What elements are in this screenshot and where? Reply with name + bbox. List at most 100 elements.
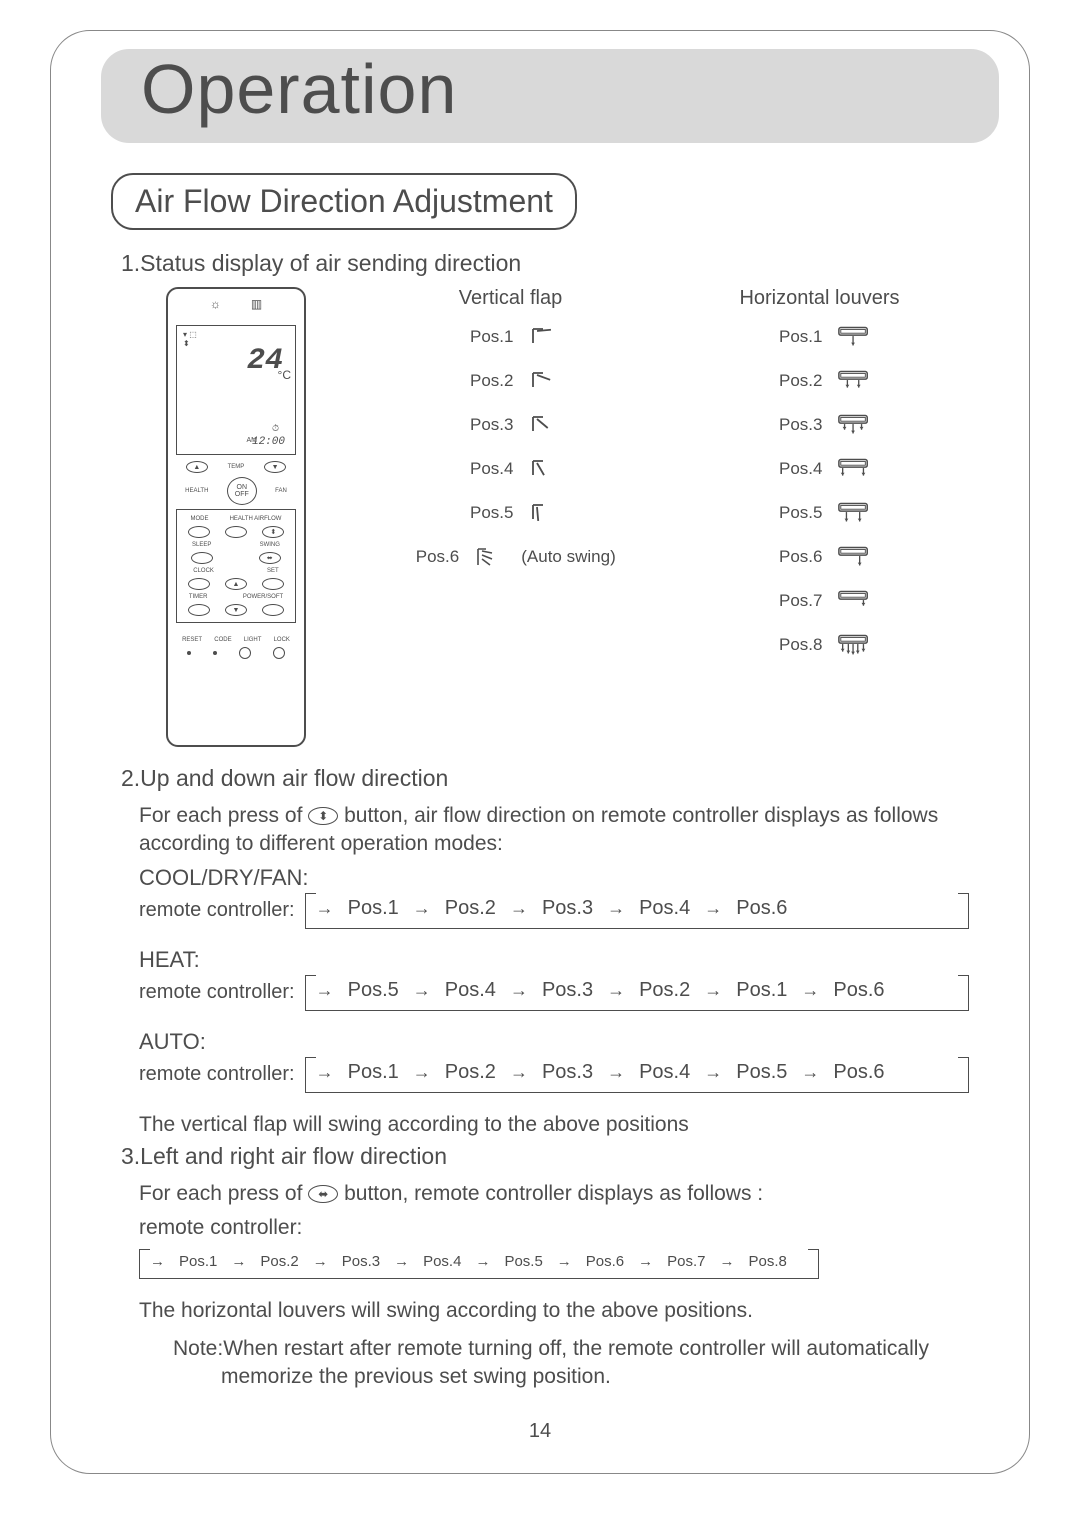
arrow-icon: → <box>316 980 334 1001</box>
cool-seq-box: →Pos.1→Pos.2→Pos.3→Pos.4→Pos.6 <box>305 893 969 929</box>
status-display-row: ☼ ▥ ▾ ⬚⬍ 24 °C ⏱ AM 12:00 ▲TEMP▼ HEALTHO… <box>121 287 969 747</box>
seq-pos: Pos.3 <box>542 979 593 1002</box>
s2-intro-a: For each press of <box>139 804 308 827</box>
remote-powersoft-label: POWER/SOFT <box>243 594 283 600</box>
arrow-icon: → <box>704 898 722 919</box>
seq-pos: Pos.6 <box>833 979 884 1002</box>
note-text: Note:When restart after remote turning o… <box>129 1335 969 1392</box>
hlouv-title: Horizontal louvers <box>670 287 969 310</box>
cool-sequence: COOL/DRY/FAN: remote controller: → Pos.1 →… <box>139 865 969 929</box>
remote-clock-label: CLOCK <box>193 568 214 574</box>
hlouv-pos-label: Pos.6 <box>769 547 823 567</box>
arrow-icon: → <box>313 1253 328 1270</box>
remote-reset-label: RESET <box>182 637 202 643</box>
section2-heading: 2.Up and down air flow direction <box>121 765 969 792</box>
hlouv-row: Pos.1 <box>670 324 969 350</box>
hlouv-pos-icon <box>837 544 871 570</box>
arrow-icon: → <box>704 980 722 1001</box>
hlouv-row: Pos.5 <box>670 500 969 526</box>
auto-seq-box: →Pos.1→Pos.2→Pos.3→Pos.4→Pos.5→Pos.6 <box>305 1057 969 1093</box>
hlouv-pos-label: Pos.5 <box>769 503 823 523</box>
page-title: Operation <box>141 49 969 129</box>
vflap-pos-label: Pos.4 <box>460 459 514 479</box>
arrow-icon: → <box>413 1062 431 1083</box>
remote-column: ☼ ▥ ▾ ⬚⬍ 24 °C ⏱ AM 12:00 ▲TEMP▼ HEALTHO… <box>121 287 351 747</box>
section3-heading: 3.Left and right air flow direction <box>121 1143 969 1170</box>
horizontal-louvers-column: Horizontal louvers Pos.1 Pos.2 Pos.3 Pos.4 P… <box>670 287 969 747</box>
hlouv-row: Pos.3 <box>670 412 969 438</box>
arrow-icon: → <box>720 1253 735 1270</box>
seq-pos: Pos.1 <box>348 897 399 920</box>
leftright-button-icon: ⬌ <box>308 1185 338 1203</box>
seq-pos: Pos.3 <box>542 1061 593 1084</box>
s3-prefix: remote controller: <box>139 1214 969 1242</box>
updown-button-icon: ⬍ <box>308 807 338 825</box>
s3-intro-b: button, remote controller displays as fo… <box>344 1182 763 1205</box>
remote-health-label: HEALTH <box>185 488 208 494</box>
arrow-icon: → <box>413 980 431 1001</box>
remote-buttons: ▲TEMP▼ HEALTHONOFFFAN MODEHEALTH AIRFLOW… <box>176 461 296 659</box>
seq-pos: Pos.3 <box>542 897 593 920</box>
arrow-icon: → <box>557 1253 572 1270</box>
arrow-icon: → <box>475 1253 490 1270</box>
section2-tail: The vertical flap will swing according t… <box>139 1111 969 1139</box>
hlouv-pos-icon <box>837 324 871 350</box>
subtitle-text: Air Flow Direction Adjustment <box>135 183 553 219</box>
seq-pos: Pos.6 <box>736 897 787 920</box>
remote-set-label: SET <box>267 568 279 574</box>
seq-pos: Pos.4 <box>445 979 496 1002</box>
vflap-row: Pos.1 <box>361 324 660 350</box>
arrow-icon: → <box>801 1062 819 1083</box>
vflap-pos-icon <box>473 544 507 570</box>
seq-pos: Pos.2 <box>639 979 690 1002</box>
vflap-row: Pos.5 <box>361 500 660 526</box>
cool-label: COOL/DRY/FAN: <box>139 865 969 891</box>
heat-seq-box: →Pos.5→Pos.4→Pos.3→Pos.2→Pos.1→Pos.6 <box>305 975 969 1011</box>
hlouv-pos-label: Pos.4 <box>769 459 823 479</box>
seq-pos: Pos.7 <box>667 1253 705 1270</box>
cool-prefix: remote controller: <box>139 899 295 922</box>
remote-controller-diagram: ☼ ▥ ▾ ⬚⬍ 24 °C ⏱ AM 12:00 ▲TEMP▼ HEALTHO… <box>166 287 306 747</box>
remote-sleep-label: SLEEP <box>192 542 211 548</box>
lr-seq-box: →Pos.1→Pos.2→Pos.3→Pos.4→Pos.5→Pos.6→Pos… <box>139 1249 819 1279</box>
hlouv-row: Pos.4 <box>670 456 969 482</box>
remote-health-airflow-label: HEALTH AIRFLOW <box>230 516 282 522</box>
heat-prefix: remote controller: <box>139 981 295 1004</box>
remote-screen: ▾ ⬚⬍ 24 °C ⏱ AM 12:00 <box>176 325 296 455</box>
vflap-pos-icon <box>528 368 562 394</box>
subtitle-box: Air Flow Direction Adjustment <box>111 173 577 230</box>
content: 1.Status display of air sending directio… <box>51 250 1029 1392</box>
vflap-pos-label: Pos.5 <box>460 503 514 523</box>
seq-pos: Pos.2 <box>260 1253 298 1270</box>
seq-pos: Pos.3 <box>342 1253 380 1270</box>
hlouv-row: Pos.2 <box>670 368 969 394</box>
vflap-pos-label: Pos.1 <box>460 327 514 347</box>
page-number: 14 <box>51 1420 1029 1443</box>
vflap-list: Pos.1Pos.2Pos.3Pos.4Pos.5Pos.6(Auto swin… <box>361 324 660 570</box>
vflap-pos-icon <box>528 324 562 350</box>
seq-pos: Pos.5 <box>504 1253 542 1270</box>
arrow-icon: → <box>510 898 528 919</box>
seq-pos: Pos.5 <box>736 1061 787 1084</box>
remote-timer-label: TIMER <box>189 594 208 600</box>
seq-pos: Pos.6 <box>586 1253 624 1270</box>
hlouv-pos-icon <box>837 412 871 438</box>
hlouv-row: Pos.8 <box>670 632 969 658</box>
page-frame: Operation Air Flow Direction Adjustment … <box>50 30 1030 1474</box>
arrow-icon: → <box>510 980 528 1001</box>
seq-pos: Pos.1 <box>736 979 787 1002</box>
remote-on: ON <box>237 484 248 491</box>
remote-mode-label: MODE <box>191 516 209 522</box>
hlouv-pos-icon <box>837 368 871 394</box>
arrow-icon: → <box>231 1253 246 1270</box>
seq-pos: Pos.4 <box>639 1061 690 1084</box>
arrow-icon: → <box>638 1253 653 1270</box>
heat-label: HEAT: <box>139 947 969 973</box>
hlouv-row: Pos.7 <box>670 588 969 614</box>
lr-sequence: →Pos.1→Pos.2→Pos.3→Pos.4→Pos.5→Pos.6→Pos… <box>139 1249 819 1279</box>
arrow-icon: → <box>413 898 431 919</box>
vflap-title: Vertical flap <box>361 287 660 310</box>
arrow-icon: → <box>607 1062 625 1083</box>
remote-lock-label: LOCK <box>274 637 290 643</box>
hlouv-pos-label: Pos.1 <box>769 327 823 347</box>
